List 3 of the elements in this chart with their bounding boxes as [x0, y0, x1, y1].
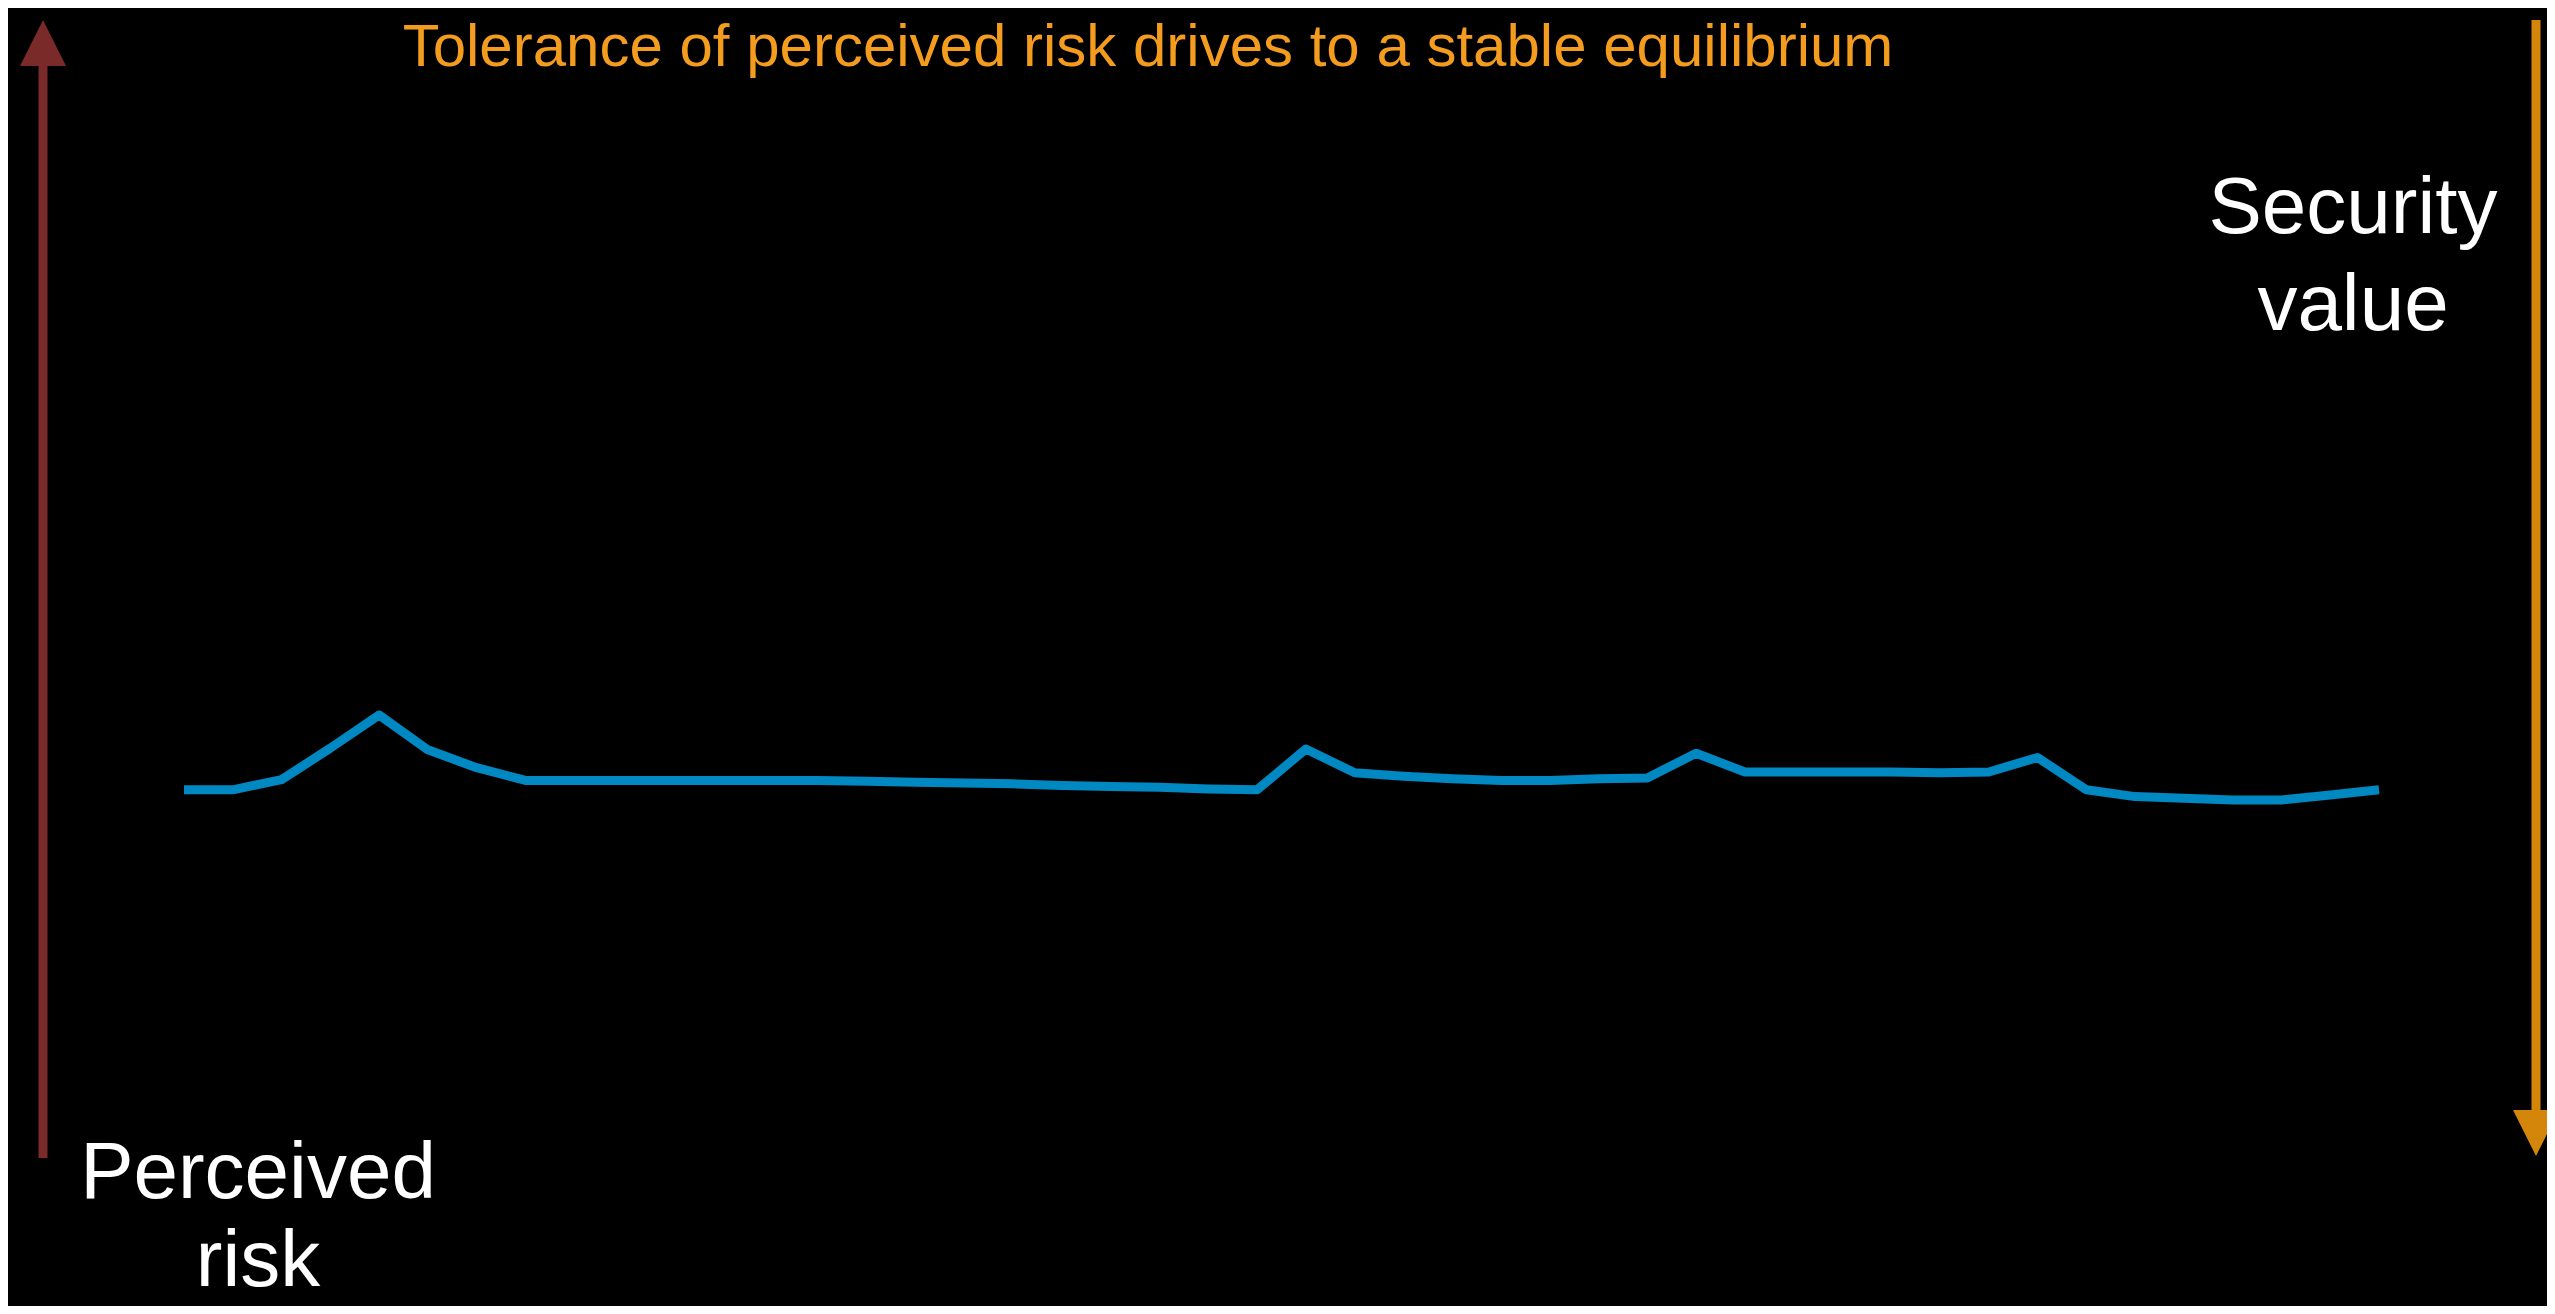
chart-title: Tolerance of perceived risk drives to a stable equilibrium — [402, 12, 1894, 79]
text: Perceived risk — [80, 1126, 436, 1303]
text: Security value — [2208, 161, 2498, 347]
